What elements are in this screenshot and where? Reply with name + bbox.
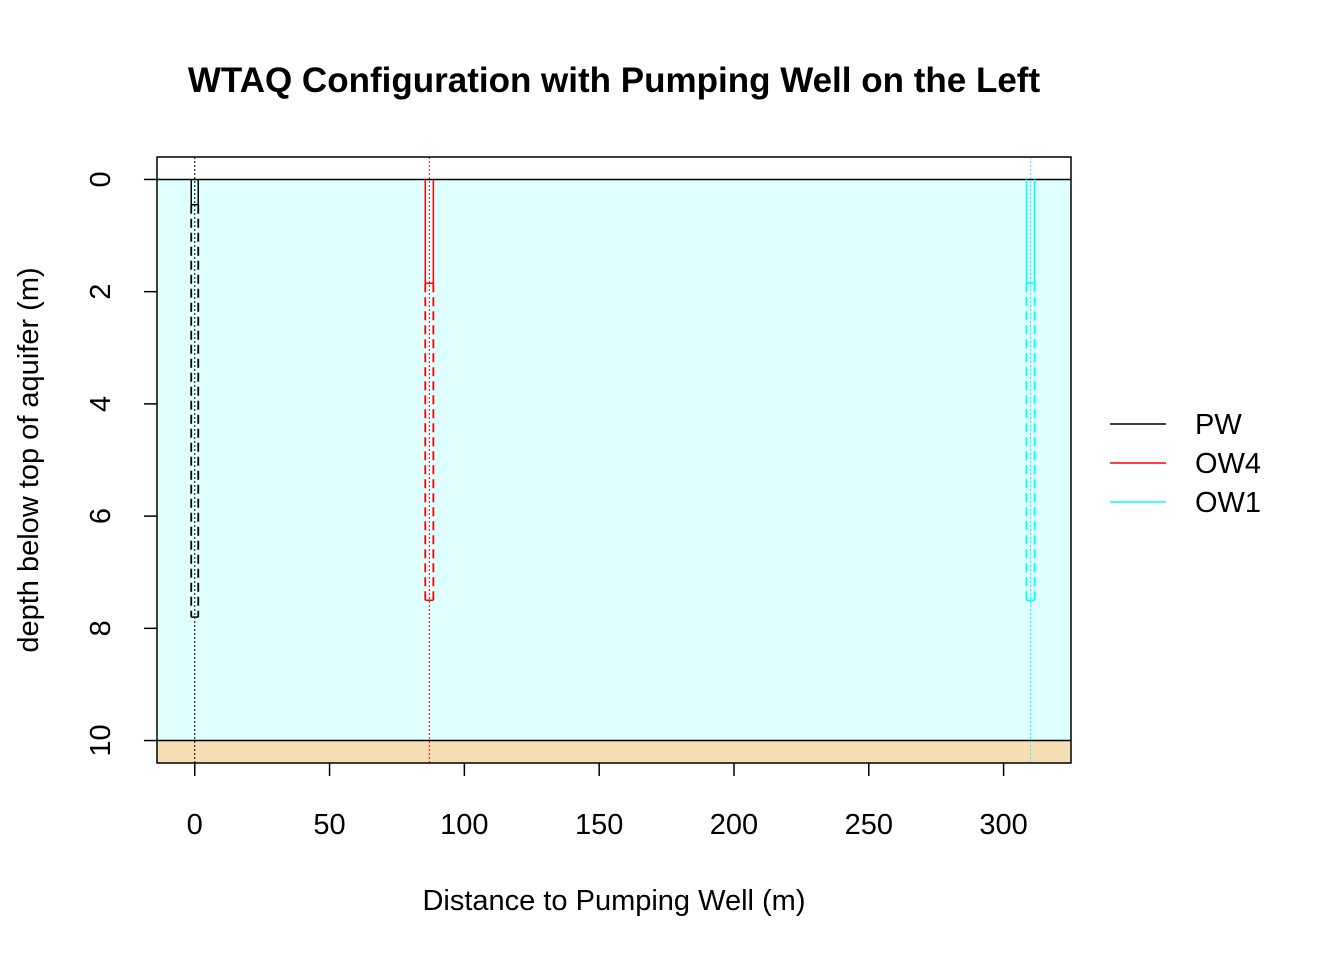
chart-title: WTAQ Configuration with Pumping Well on …: [188, 61, 1041, 100]
legend-label: OW4: [1195, 448, 1261, 480]
x-tick-label: 250: [845, 809, 893, 841]
aquifer-region: [157, 179, 1071, 741]
well-ow1: [1025, 157, 1036, 763]
x-axis-label: Distance to Pumping Well (m): [422, 885, 805, 917]
x-tick-label: 150: [575, 809, 623, 841]
x-tick-label: 100: [440, 809, 488, 841]
well-pw: [190, 157, 200, 763]
y-tick-label: 4: [85, 396, 117, 412]
plot-frame: [156, 156, 1072, 764]
y-tick-label: 0: [85, 171, 117, 187]
legend-entry-ow4: OW4: [1110, 448, 1261, 480]
y-tick-label: 2: [85, 284, 117, 300]
legend: PW OW4 OW1: [1110, 409, 1261, 519]
legend-label: PW: [1195, 409, 1242, 441]
legend-entry-pw: PW: [1110, 409, 1242, 441]
x-axis: 0 50 100 150 200 250 300: [187, 763, 1028, 841]
y-axis-label: depth below top of aquifer (m): [13, 267, 45, 652]
well-ow4: [424, 157, 435, 763]
y-tick-label: 8: [85, 620, 117, 636]
x-tick-label: 200: [710, 809, 758, 841]
y-axis: 0 2 4 6 8 10: [85, 171, 157, 757]
x-tick-label: 50: [313, 809, 345, 841]
aquifer-base-region: [157, 740, 1071, 763]
y-tick-label: 10: [85, 724, 117, 756]
legend-entry-ow1: OW1: [1110, 487, 1261, 519]
plot-area: [156, 156, 1072, 764]
y-tick-label: 6: [85, 508, 117, 524]
legend-label: OW1: [1195, 487, 1261, 519]
x-tick-label: 0: [187, 809, 203, 841]
x-tick-label: 300: [979, 809, 1027, 841]
